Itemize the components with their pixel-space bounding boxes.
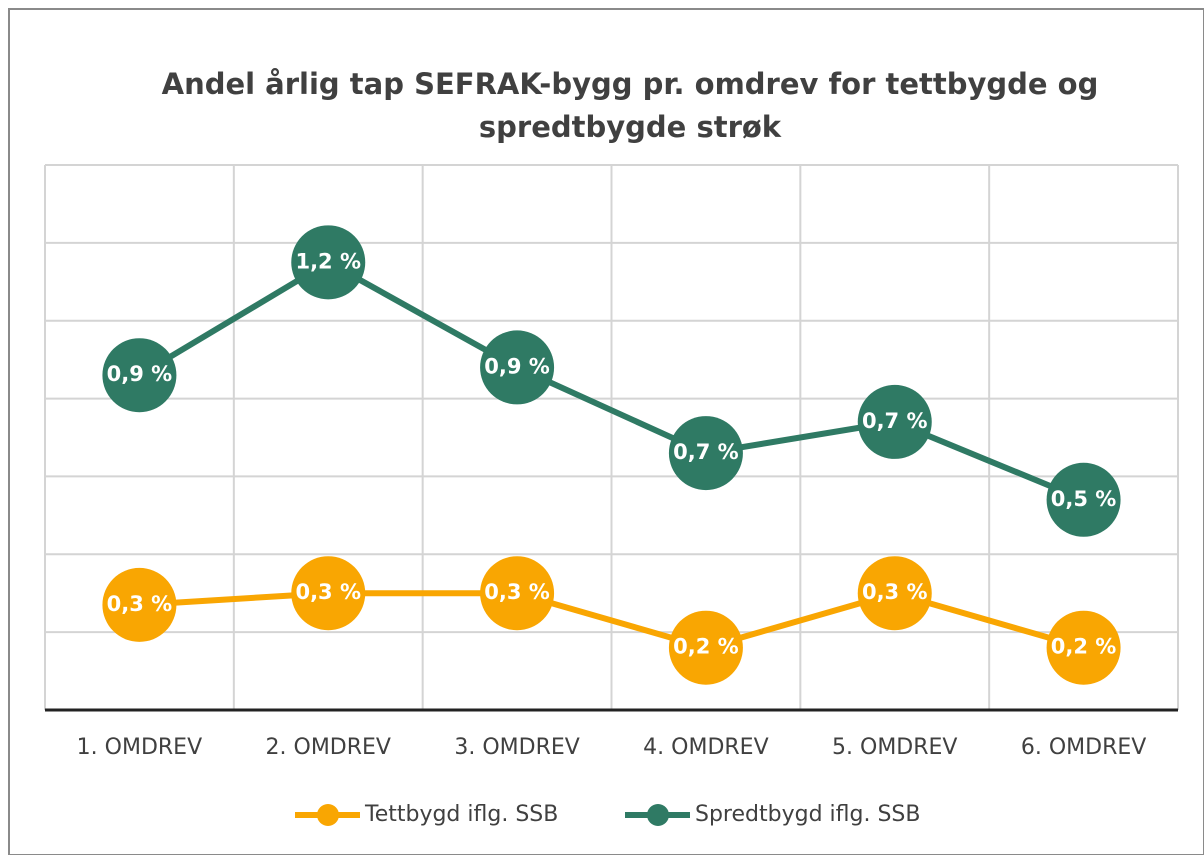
legend-label: Spredtbygd iflg. SSB [695, 802, 920, 827]
data-label: 0,2 % [673, 635, 739, 659]
data-point [102, 567, 177, 642]
x-tick-label: 1. OMDREV [77, 735, 202, 760]
data-point [480, 556, 555, 631]
data-point [668, 416, 743, 491]
data-label: 0,3 % [862, 580, 928, 604]
data-point [1046, 610, 1121, 685]
chart-frame [8, 8, 1204, 855]
chart-title: Andel årlig tap SEFRAK-bygg pr. omdrev f… [162, 67, 1099, 101]
legend-label: Tettbygd iflg. SSB [364, 802, 558, 827]
data-point [668, 610, 743, 685]
data-label: 0,3 % [295, 580, 361, 604]
data-label: 0,7 % [862, 409, 928, 433]
data-label: 0,2 % [1051, 635, 1117, 659]
chart-title: spredtbygde strøk [479, 110, 782, 144]
data-point [857, 384, 932, 459]
x-tick-label: 4. OMDREV [643, 735, 768, 760]
x-tick-label: 2. OMDREV [266, 735, 391, 760]
data-label: 0,5 % [1051, 487, 1117, 511]
data-label: 0,7 % [673, 440, 739, 464]
data-label: 0,3 % [484, 580, 550, 604]
data-point [291, 225, 366, 300]
data-label: 1,2 % [295, 249, 361, 273]
legend-marker [647, 804, 669, 826]
data-label: 0,9 % [107, 362, 173, 386]
data-point [291, 556, 366, 631]
x-tick-label: 3. OMDREV [454, 735, 579, 760]
data-label: 0,3 % [107, 592, 173, 616]
data-point [1046, 462, 1121, 537]
x-tick-label: 6. OMDREV [1021, 735, 1146, 760]
legend-marker [317, 804, 339, 826]
data-label: 0,9 % [484, 354, 550, 378]
data-point [480, 330, 555, 405]
data-point [102, 338, 177, 413]
data-point [857, 556, 932, 631]
x-tick-label: 5. OMDREV [832, 735, 957, 760]
